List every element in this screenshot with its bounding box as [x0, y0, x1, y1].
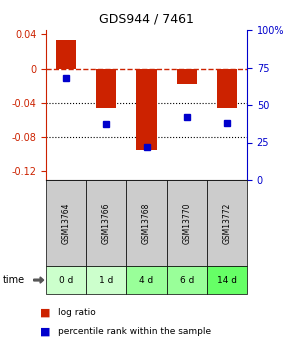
- Text: 0 d: 0 d: [59, 276, 73, 285]
- Bar: [137, 69, 156, 150]
- Text: ■: ■: [40, 327, 51, 337]
- Bar: [217, 69, 237, 108]
- Text: 6 d: 6 d: [180, 276, 194, 285]
- Text: GSM13768: GSM13768: [142, 203, 151, 244]
- Text: 14 d: 14 d: [217, 276, 237, 285]
- Text: 1 d: 1 d: [99, 276, 113, 285]
- Bar: [56, 40, 76, 69]
- Text: 4 d: 4 d: [139, 276, 154, 285]
- Text: ■: ■: [40, 308, 51, 318]
- Text: GSM13772: GSM13772: [222, 203, 231, 244]
- Text: GSM13770: GSM13770: [182, 203, 191, 244]
- Text: log ratio: log ratio: [58, 308, 96, 317]
- Text: GDS944 / 7461: GDS944 / 7461: [99, 12, 194, 25]
- Text: GSM13764: GSM13764: [62, 203, 71, 244]
- Text: time: time: [3, 275, 25, 285]
- Bar: [96, 69, 116, 108]
- Text: GSM13766: GSM13766: [102, 203, 111, 244]
- Text: percentile rank within the sample: percentile rank within the sample: [58, 327, 211, 336]
- Bar: [177, 69, 197, 84]
